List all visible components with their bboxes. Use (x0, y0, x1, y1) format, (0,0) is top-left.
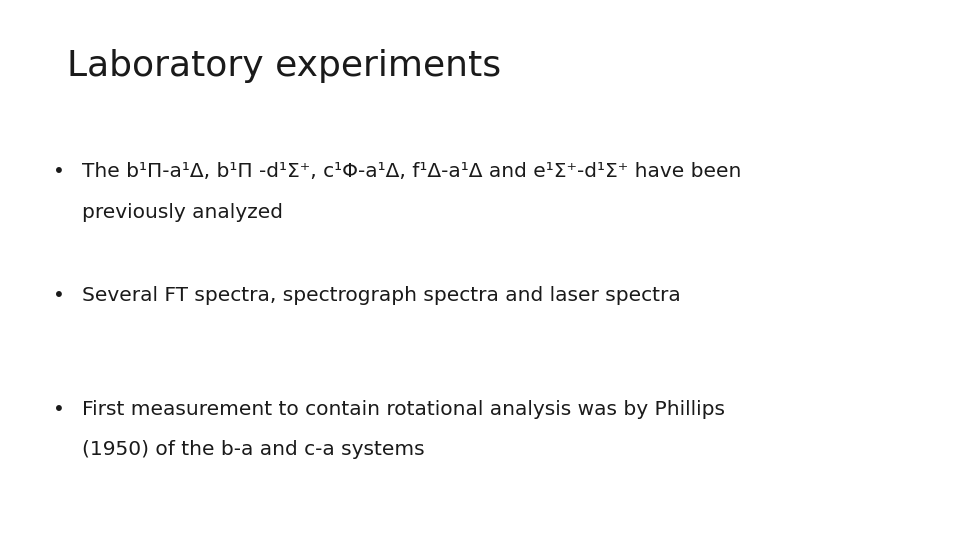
Text: Laboratory experiments: Laboratory experiments (67, 49, 501, 83)
Text: The b¹Π-a¹Δ, b¹Π -d¹Σ⁺, c¹Φ-a¹Δ, f¹Δ-a¹Δ and e¹Σ⁺-d¹Σ⁺ have been: The b¹Π-a¹Δ, b¹Π -d¹Σ⁺, c¹Φ-a¹Δ, f¹Δ-a¹Δ… (82, 162, 741, 181)
Text: •: • (53, 286, 64, 305)
Text: •: • (53, 400, 64, 419)
Text: Several FT spectra, spectrograph spectra and laser spectra: Several FT spectra, spectrograph spectra… (82, 286, 681, 305)
Text: First measurement to contain rotational analysis was by Phillips: First measurement to contain rotational … (82, 400, 725, 419)
Text: •: • (53, 162, 64, 181)
Text: (1950) of the b-a and c-a systems: (1950) of the b-a and c-a systems (82, 440, 424, 459)
Text: previously analyzed: previously analyzed (82, 202, 282, 221)
